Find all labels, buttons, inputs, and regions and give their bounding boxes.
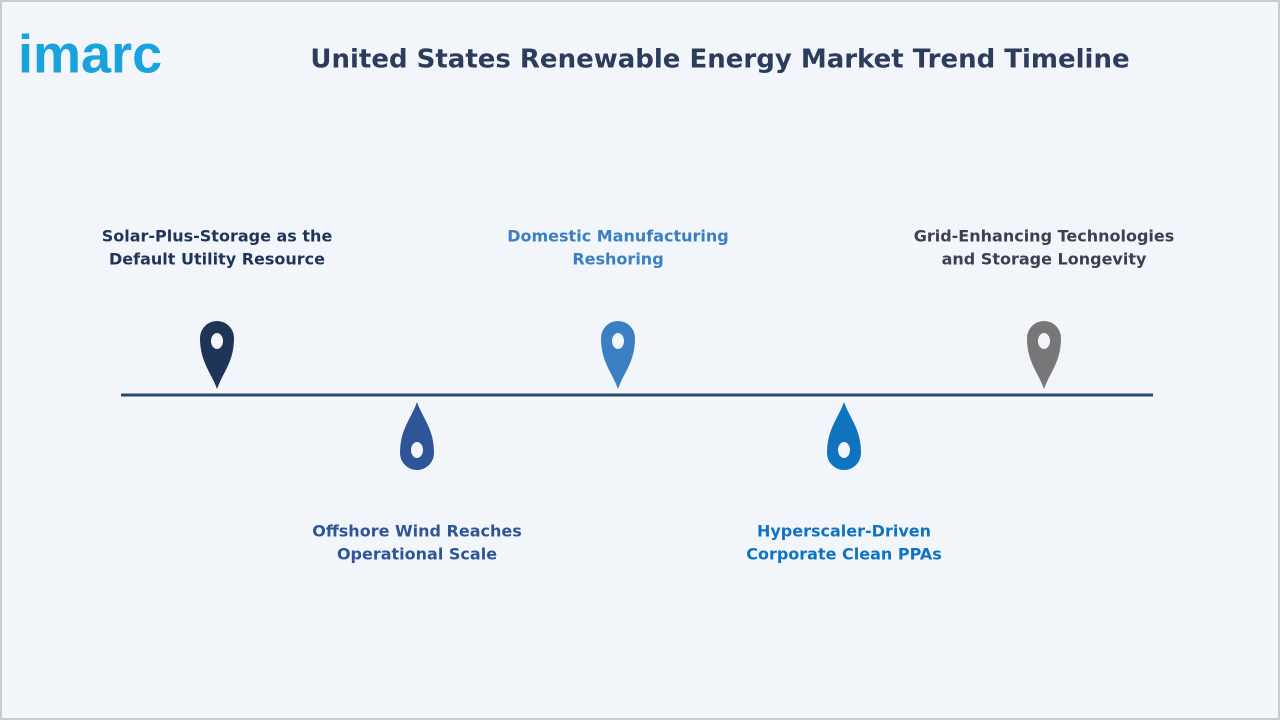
pin-hole (838, 442, 850, 458)
pin-hole (411, 442, 423, 458)
node-label: Default Utility Resource (109, 250, 325, 269)
pin-hole (1038, 333, 1050, 349)
pin (601, 321, 635, 389)
pin (200, 321, 234, 389)
node-label: Offshore Wind Reaches (312, 522, 522, 541)
node-label: Hyperscaler-Driven (757, 522, 931, 541)
title: United States Renewable Energy Market Tr… (310, 45, 1129, 75)
pin (1027, 321, 1061, 389)
logo: imarc (18, 24, 162, 84)
pin-hole (612, 333, 624, 349)
pin (827, 402, 861, 470)
pin (400, 402, 434, 470)
node-label: Grid-Enhancing Technologies (914, 227, 1175, 246)
node-label: Solar-Plus-Storage as the (102, 227, 333, 246)
node-label: Corporate Clean PPAs (746, 545, 942, 564)
pin-hole (211, 333, 223, 349)
node-label: and Storage Longevity (942, 250, 1147, 269)
node-label: Reshoring (572, 250, 663, 269)
node-label: Domestic Manufacturing (507, 227, 729, 246)
node-label: Operational Scale (337, 545, 497, 564)
